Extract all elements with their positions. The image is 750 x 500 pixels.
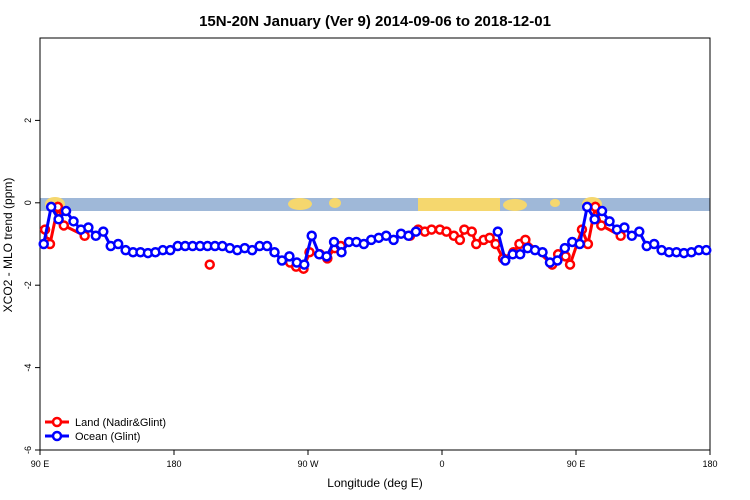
data-point <box>53 214 64 225</box>
data-point <box>336 246 347 258</box>
data-point <box>466 226 478 237</box>
data-point <box>701 244 712 256</box>
y-tick-label: -2 <box>23 281 33 289</box>
data-point <box>68 216 79 227</box>
y-axis-label: XCO2 - MLO trend (ppm) <box>1 178 15 313</box>
data-point <box>204 259 215 270</box>
data-point <box>582 238 594 250</box>
data-point <box>60 205 72 217</box>
ocean-strip <box>40 198 710 211</box>
data-point <box>454 234 466 246</box>
data-point <box>490 238 501 250</box>
y-tick-label: -4 <box>23 364 33 372</box>
y-tick-label: 0 <box>23 200 33 205</box>
legend-marker <box>51 430 63 442</box>
data-point <box>441 226 452 237</box>
data-point <box>470 238 482 250</box>
data-point <box>596 205 608 217</box>
data-point <box>634 226 645 237</box>
data-point <box>581 201 593 213</box>
data-point <box>648 238 660 250</box>
land-blob <box>329 198 341 208</box>
x-tick-label: 0 <box>439 459 444 469</box>
data-point <box>484 232 495 244</box>
data-point <box>321 251 332 262</box>
data-point <box>98 226 109 237</box>
land-blob <box>550 199 560 207</box>
data-point <box>596 220 607 231</box>
data-point <box>388 234 399 246</box>
data-point <box>537 246 548 258</box>
y-tick-label: -6 <box>23 446 33 454</box>
data-point <box>589 214 600 225</box>
data-point <box>403 230 414 242</box>
data-point <box>112 238 124 250</box>
data-point <box>306 230 317 242</box>
x-tick-label: 180 <box>166 459 181 469</box>
data-point <box>284 251 295 262</box>
data-point <box>38 238 49 250</box>
land-blob <box>418 198 500 211</box>
data-point <box>520 234 531 246</box>
data-point <box>276 255 288 266</box>
data-point <box>619 222 630 233</box>
data-point <box>358 238 370 250</box>
x-axis-label: Longitude (deg E) <box>327 476 422 490</box>
legend-label: Land (Nadir&Glint) <box>75 417 166 429</box>
data-point <box>410 226 422 237</box>
data-point <box>269 246 280 258</box>
data-point <box>559 242 571 254</box>
plot-frame <box>39 37 711 451</box>
data-point <box>492 226 504 237</box>
data-point <box>564 259 576 270</box>
x-tick-label: 180 <box>702 459 717 469</box>
y-tick-label: 2 <box>23 118 33 123</box>
x-tick-label: 90 E <box>567 459 586 469</box>
data-point <box>328 236 340 248</box>
data-point <box>165 244 176 256</box>
data-point <box>604 216 615 227</box>
chart-title: 15N-20N January (Ver 9) 2014-09-06 to 20… <box>199 13 551 30</box>
map-strip <box>40 197 710 211</box>
data-point <box>514 249 526 260</box>
data-point <box>380 230 392 242</box>
data-point <box>500 255 511 266</box>
legend-label: Ocean (Glint) <box>75 431 140 443</box>
data-point <box>83 222 94 233</box>
data-point <box>299 259 310 270</box>
data-point <box>58 220 70 231</box>
data-point <box>246 244 258 256</box>
data-point <box>45 201 57 213</box>
data-point <box>626 230 638 242</box>
land-blob <box>288 198 312 210</box>
legend-marker <box>51 416 63 428</box>
data-point <box>261 240 273 252</box>
land-blob <box>503 199 527 211</box>
data-point <box>552 255 563 266</box>
x-tick-label: 90 W <box>297 459 319 469</box>
data-point <box>426 224 437 235</box>
x-tick-label: 90 E <box>31 459 50 469</box>
data-point <box>574 238 585 250</box>
data-point <box>90 230 102 242</box>
